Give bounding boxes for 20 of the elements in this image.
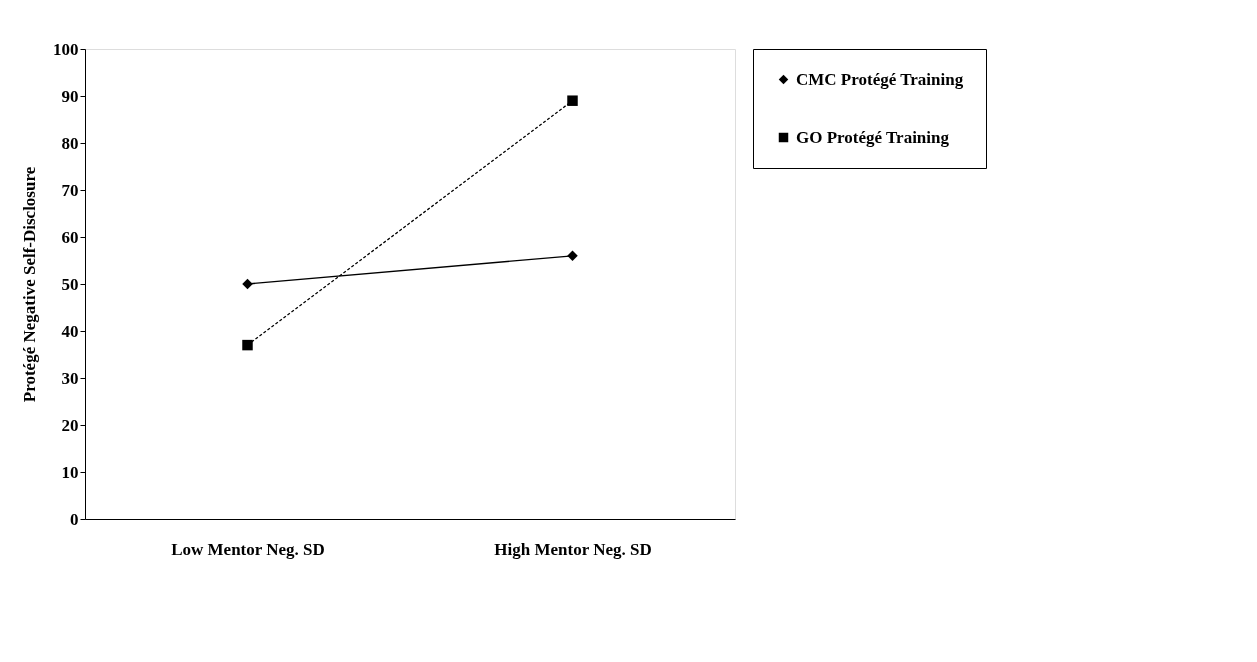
y-tick-label: 10 <box>61 462 79 482</box>
y-tick-label: 20 <box>61 415 79 435</box>
y-tick-label: 40 <box>61 321 79 341</box>
y-axis-title: Protégé Negative Self-Disclosure <box>20 166 39 403</box>
y-tick-label: 60 <box>61 227 79 247</box>
y-tick-label: 80 <box>61 133 79 153</box>
x-tick-label: Low Mentor Neg. SD <box>171 539 325 559</box>
point <box>242 339 253 351</box>
point <box>567 250 578 262</box>
y-tick-label: 100 <box>53 39 79 59</box>
y-tick-label: 50 <box>61 274 79 294</box>
legend-label: CMC Protégé Training <box>796 69 964 89</box>
legend-label: GO Protégé Training <box>796 127 950 147</box>
y-tick-label: 30 <box>61 368 79 388</box>
y-tick-label: 70 <box>61 180 79 200</box>
point <box>242 278 253 290</box>
x-tick-label: High Mentor Neg. SD <box>494 539 652 559</box>
y-tick-label: 90 <box>61 86 79 106</box>
y-tick-label: 0 <box>70 509 79 529</box>
point <box>567 95 578 106</box>
